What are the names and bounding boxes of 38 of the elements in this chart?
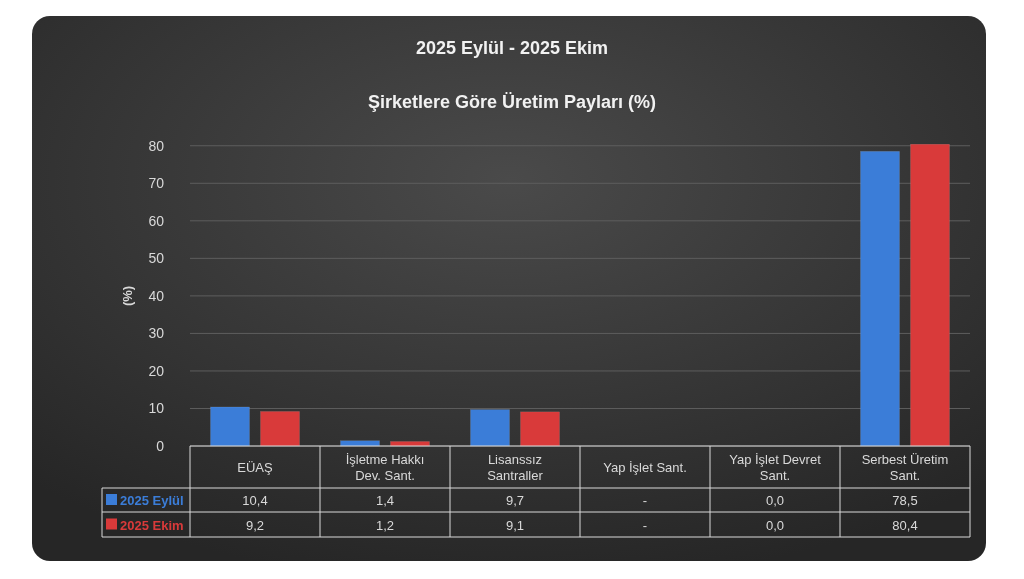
x-tick-label: Serbest Üretim Sant. [861,452,949,483]
data-label: 1,2 [375,517,395,533]
legend-label: 2025 Ekim [120,517,184,533]
data-label: 78,5 [892,493,918,508]
y-tick-label: 40 [148,287,165,304]
x-tick-label: EÜAŞ [237,460,274,475]
x-tick-label: İşletme Hakkı Dev. Sant. [345,452,425,483]
chart-title: 2025 Eylül - 2025 Ekim [415,38,609,58]
y-tick-label: 30 [148,325,165,342]
text: - [642,493,648,508]
y-tick-label: 80 [148,137,165,154]
y-axis-title: (%) [120,285,135,307]
y-tick-label: 50 [148,250,165,267]
data-label: 0,0 [765,493,785,508]
data-label: 10,4 [242,493,268,508]
y-tick-label: 0 [156,438,165,454]
data-label: 9,1 [505,517,525,533]
data-label: 9,2 [245,517,265,533]
x-tick-label: Yap İşlet Sant. [603,460,687,475]
y-tick-label: 70 [148,175,165,192]
text: - [642,517,648,533]
x-tick-label: Lisanssız Santraller [487,452,544,483]
y-tick-label: 60 [148,212,165,229]
text: 2025 Eylül [120,493,184,508]
data-label: 0,0 [765,517,785,533]
bar [860,151,900,447]
y-tick-label: 20 [148,362,165,379]
bar [260,411,300,447]
data-label: 80,4 [892,517,918,533]
bar [210,406,250,447]
x-tick-label: Yap İşlet Devret Sant. [729,452,822,483]
data-label: 1,4 [375,493,395,508]
bar [470,409,510,447]
y-tick-label: 10 [148,400,165,417]
data-label: 9,7 [505,493,525,508]
bar [520,411,560,447]
bar [910,144,950,447]
chart-subtitle: Şirketlere Göre Üretim Payları (%) [367,92,657,112]
